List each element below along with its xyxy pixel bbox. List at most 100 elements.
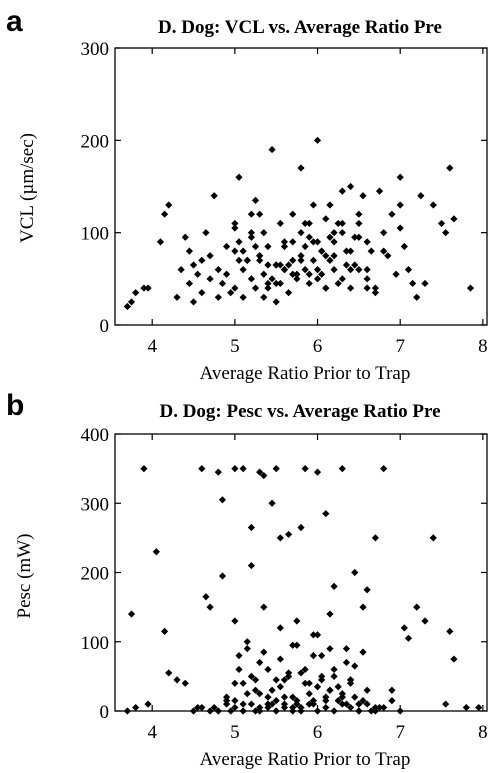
data-point [256, 210, 264, 218]
data-point [198, 703, 206, 712]
data-point [231, 465, 239, 473]
data-point [309, 238, 317, 246]
y-axis-label-a: VCL (µm/sec) [17, 133, 38, 243]
data-point [276, 261, 284, 269]
data-point [301, 679, 309, 687]
data-point [347, 703, 355, 712]
data-point [442, 700, 450, 708]
data-point [404, 266, 413, 274]
data-point [309, 201, 317, 209]
data-point [264, 693, 272, 701]
data-point [264, 665, 272, 674]
data-point [251, 284, 260, 292]
data-point [152, 548, 160, 556]
data-point [301, 266, 309, 274]
data-point [404, 634, 413, 642]
data-point [334, 683, 342, 691]
data-point [342, 247, 351, 255]
data-point [239, 247, 247, 255]
data-point [326, 686, 334, 694]
data-point [421, 279, 429, 288]
data-point [256, 690, 264, 698]
data-point [256, 658, 264, 667]
data-point [466, 284, 475, 292]
data-point [417, 192, 425, 200]
data-point [218, 496, 227, 504]
data-point [351, 568, 359, 577]
panel-a: a D. Dog: VCL vs. Average Ratio Pre VCL … [0, 0, 493, 386]
data-point [305, 690, 313, 698]
data-point [276, 683, 284, 691]
x-axis-label-a: Average Ratio Prior to Trap [200, 363, 411, 384]
data-point [285, 669, 293, 677]
data-point [297, 252, 305, 260]
data-point [127, 610, 136, 618]
x-tick-label: 8 [478, 722, 488, 743]
data-point [334, 219, 342, 228]
data-point [251, 707, 260, 715]
data-point [268, 700, 276, 708]
data-point [239, 266, 247, 274]
data-point [396, 224, 404, 232]
data-point [161, 627, 169, 635]
data-point [450, 215, 458, 223]
data-point [206, 275, 214, 283]
data-point [301, 219, 309, 228]
data-point [380, 703, 388, 712]
data-point [223, 700, 231, 708]
data-point [355, 266, 363, 274]
data-point [189, 707, 198, 715]
data-point [322, 284, 330, 292]
data-point [326, 256, 334, 264]
data-point [355, 219, 363, 228]
data-point [409, 279, 417, 288]
data-point [450, 655, 458, 663]
plot-frame-a [114, 47, 488, 326]
data-point [223, 242, 231, 251]
data-point [185, 247, 193, 255]
data-point [132, 703, 140, 712]
data-point [330, 238, 338, 246]
y-tick-label: 0 [100, 702, 110, 723]
data-point [305, 679, 313, 687]
data-point [367, 247, 375, 255]
data-point [429, 201, 437, 209]
plot-area-b: 4 5 6 7 8 0 100 200 300 400 [81, 425, 488, 743]
data-point [297, 256, 305, 264]
panel-b: b D. Dog: Pesc vs. Average Ratio Pre Pes… [0, 386, 493, 772]
data-point [206, 707, 214, 715]
data-point [355, 210, 363, 218]
data-point [289, 703, 297, 712]
data-point [289, 238, 297, 246]
data-point [375, 187, 384, 195]
data-point [202, 229, 210, 237]
data-point [280, 238, 289, 246]
data-point [413, 293, 421, 301]
data-point [239, 465, 247, 473]
data-point [392, 270, 400, 278]
data-point [384, 252, 392, 260]
data-point [318, 652, 326, 660]
data-point [223, 693, 231, 701]
data-point [313, 266, 322, 274]
data-point [446, 627, 454, 635]
data-point [231, 224, 239, 232]
data-point [235, 238, 243, 246]
y-tick-label: 300 [81, 39, 110, 60]
chart-title-a: D. Dog: VCL vs. Average Ratio Pre [158, 17, 442, 38]
data-point [330, 672, 338, 680]
data-point [218, 572, 227, 580]
data-point [318, 270, 326, 278]
data-point [251, 686, 260, 694]
data-point [326, 610, 334, 618]
data-point [297, 164, 305, 172]
data-point [342, 261, 351, 269]
data-point [206, 603, 214, 611]
data-point [260, 270, 268, 278]
data-point [338, 219, 346, 228]
data-point [264, 242, 272, 251]
data-point [293, 270, 301, 278]
data-point [181, 679, 189, 687]
data-point [127, 298, 136, 306]
data-point [429, 534, 437, 542]
